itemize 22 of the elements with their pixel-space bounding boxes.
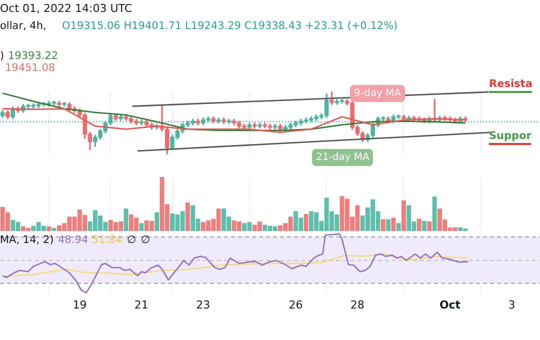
annotation: MA, 14, 2): [0, 234, 54, 247]
x-tick-label: 21: [134, 298, 148, 312]
x-tick-label: 26: [288, 298, 303, 312]
annotation: ∅: [127, 234, 136, 247]
x-tick-label: 23: [196, 298, 210, 312]
text: O19315.06 H19401.71 L19243.29 C19338.43 +23.31 (+0.12%): [62, 20, 398, 33]
annotation: 21-day MA: [312, 149, 374, 166]
x-tick-label: Oct: [439, 298, 461, 312]
annotation: 48.94: [58, 234, 88, 247]
x-tick-label: 19: [72, 298, 87, 312]
x-tick-label: 3: [508, 298, 516, 312]
text: ): [0, 50, 4, 63]
text: 19451.08: [5, 62, 56, 75]
chart-title: Oct 01, 2022 14:03 UTC: [0, 2, 132, 15]
x-tick-label: 28: [350, 298, 364, 312]
annotation: 51.84: [92, 234, 122, 247]
text: ollar, 4h,: [0, 20, 46, 33]
annotation: 9-day MA: [350, 85, 406, 102]
text: 19393.22: [8, 50, 58, 63]
annotation: ∅: [141, 234, 150, 247]
text: Resista: [489, 78, 532, 93]
annotation: Suppor: [489, 130, 532, 145]
